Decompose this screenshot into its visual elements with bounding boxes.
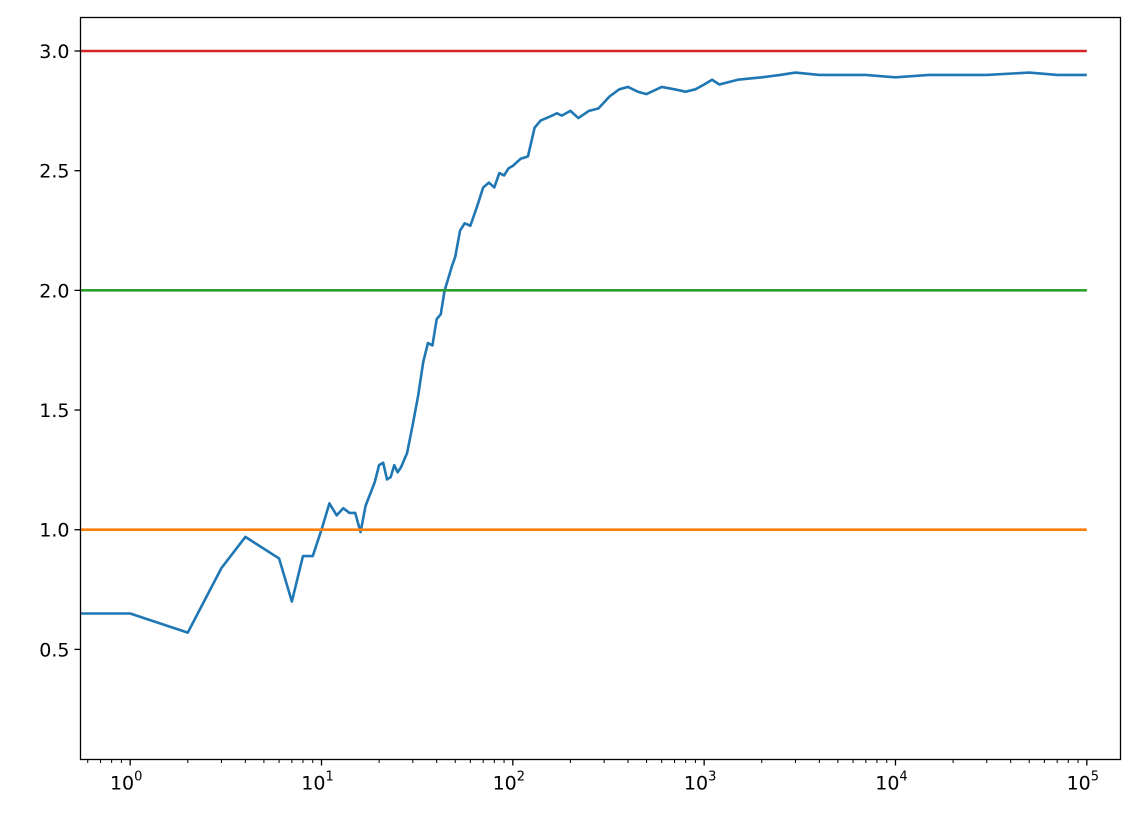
- x-tick-label: 101: [301, 770, 333, 795]
- x-tick-label: 103: [684, 770, 716, 795]
- y-tick-label: 0.5: [39, 639, 69, 661]
- series-line-0: [80, 71, 1087, 634]
- x-tick-label: 102: [493, 770, 525, 795]
- y-tick-label: 1.0: [39, 520, 69, 542]
- plot-frame: [79, 16, 1122, 761]
- series-lines: [80, 49, 1087, 634]
- x-tick-label: 100: [110, 770, 142, 795]
- y-tick-label: 2.0: [39, 280, 69, 302]
- y-tick-label: 3.0: [39, 41, 69, 63]
- x-axis: 100 101 102 103 104 105: [87, 759, 1099, 795]
- y-axis: 0.5 1.0 1.5 2.0 2.5 3.0: [39, 41, 81, 661]
- x-tick-label: 105: [1067, 770, 1099, 795]
- y-tick-label: 2.5: [39, 161, 69, 183]
- y-tick-label: 1.5: [39, 400, 69, 422]
- x-tick-label: 104: [875, 770, 907, 795]
